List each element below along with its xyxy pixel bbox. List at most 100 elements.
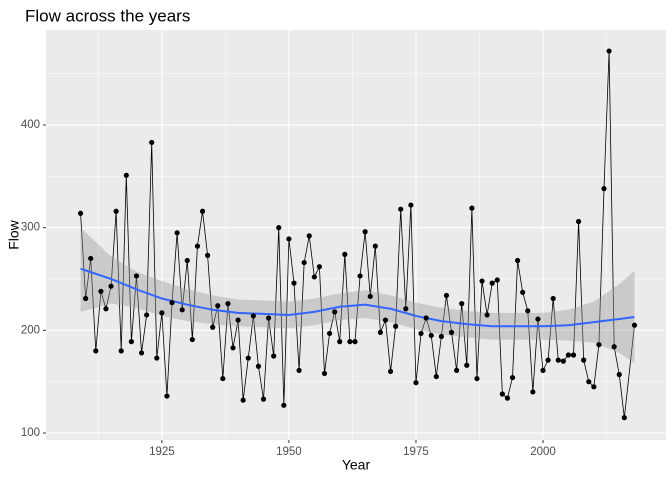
y-axis-title: Flow — [6, 219, 22, 249]
data-point — [525, 308, 531, 314]
data-point — [164, 393, 170, 399]
data-point — [154, 355, 160, 361]
data-point — [149, 139, 155, 146]
data-point — [489, 280, 495, 286]
data-point — [454, 367, 460, 373]
data-point — [403, 306, 409, 312]
data-point — [474, 375, 480, 382]
data-point — [189, 336, 195, 343]
data-point — [316, 264, 323, 270]
data-point — [515, 257, 521, 264]
data-point — [179, 307, 185, 313]
data-point — [581, 357, 587, 363]
data-point — [128, 339, 134, 345]
data-point — [611, 344, 617, 350]
data-point — [159, 310, 165, 316]
data-point — [530, 389, 536, 395]
data-point — [591, 384, 597, 390]
data-point — [118, 348, 124, 354]
data-point — [326, 330, 333, 337]
x-tick-label: 1975 — [403, 446, 429, 458]
data-point — [337, 339, 343, 345]
data-point — [443, 292, 450, 299]
data-point — [596, 342, 602, 348]
x-tick-label: 1925 — [149, 446, 175, 458]
data-point — [265, 315, 272, 321]
data-point — [230, 345, 236, 351]
data-point — [138, 350, 145, 356]
data-point — [372, 243, 378, 249]
data-point — [459, 301, 465, 307]
x-tick-label: 1950 — [276, 446, 302, 458]
data-point — [276, 225, 282, 231]
data-point — [245, 355, 251, 361]
data-point — [83, 295, 89, 302]
data-point — [174, 230, 180, 236]
data-point — [520, 289, 526, 295]
data-point — [408, 202, 414, 208]
data-point — [240, 397, 246, 403]
data-point — [499, 391, 505, 397]
data-point — [565, 352, 572, 358]
data-point — [250, 313, 256, 319]
data-point — [398, 206, 404, 212]
y-tick-label: 200 — [21, 324, 40, 336]
data-point — [220, 375, 226, 382]
smooth-line — [80, 267, 635, 328]
data-point — [286, 236, 292, 242]
data-point — [133, 273, 140, 279]
data-point — [311, 274, 317, 280]
y-tick-label: 400 — [21, 119, 40, 131]
data-point — [77, 210, 84, 216]
data-point — [332, 309, 338, 315]
data-point — [357, 273, 363, 279]
data-point — [342, 251, 348, 257]
data-point — [535, 316, 541, 322]
data-point — [271, 353, 277, 359]
data-point — [199, 208, 206, 214]
data-point — [438, 333, 444, 340]
data-point — [169, 300, 175, 306]
data-point — [367, 293, 373, 300]
data-point — [210, 324, 216, 330]
x-tick-label: 2000 — [530, 446, 556, 458]
data-point — [555, 357, 561, 363]
y-tick-label: 300 — [21, 222, 40, 234]
data-point — [418, 330, 424, 337]
data-point — [108, 283, 114, 289]
data-point — [281, 402, 287, 408]
data-point — [616, 371, 622, 378]
data-point — [631, 322, 638, 328]
data-point — [225, 301, 231, 307]
data-point — [260, 396, 267, 402]
data-point — [601, 186, 607, 192]
data-point — [464, 362, 470, 368]
data-point — [494, 277, 500, 283]
data-point — [306, 233, 312, 239]
data-point — [144, 312, 150, 318]
data-point — [550, 295, 556, 302]
data-point — [103, 306, 109, 312]
data-point — [321, 370, 328, 377]
panel — [46, 30, 666, 440]
confidence-band — [80, 227, 635, 364]
data-point — [301, 259, 307, 266]
data-point — [448, 329, 455, 335]
chart-title: Flow across the years — [25, 6, 190, 25]
y-tick-label: 100 — [21, 427, 40, 439]
data-point — [113, 208, 119, 214]
data-point — [484, 312, 490, 318]
data-point — [123, 172, 129, 178]
data-point — [423, 315, 429, 321]
data-point — [377, 329, 383, 335]
data-point — [93, 348, 99, 354]
x-axis-title: Year — [342, 457, 371, 473]
data-point — [382, 317, 389, 323]
data-point — [469, 205, 475, 211]
data-point — [560, 358, 566, 364]
data-point — [428, 332, 434, 339]
data-point — [296, 367, 302, 373]
data-point — [393, 323, 399, 329]
data-point — [540, 367, 546, 373]
